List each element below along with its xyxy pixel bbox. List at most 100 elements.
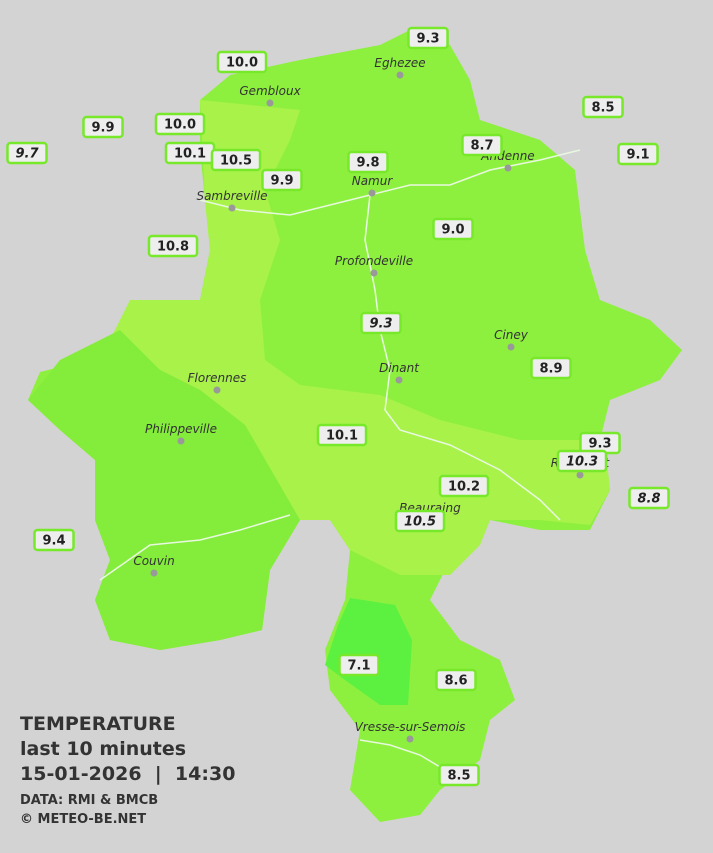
station-label: 9.1 bbox=[626, 148, 649, 163]
station-box bbox=[432, 217, 474, 241]
city-dot bbox=[213, 386, 221, 394]
station-box bbox=[216, 50, 268, 74]
legend: TEMPERATURE last 10 minutes 15-01-2026 |… bbox=[20, 713, 235, 827]
warm-zone bbox=[110, 100, 610, 575]
station: 8.5 bbox=[582, 95, 624, 119]
station-label: 10.5 bbox=[220, 154, 252, 169]
city-label: Sambreville bbox=[196, 189, 267, 203]
station-label: 10.8 bbox=[157, 240, 189, 255]
station-label: 9.8 bbox=[356, 156, 379, 171]
station-box bbox=[261, 168, 303, 192]
station-box bbox=[407, 26, 449, 50]
city-label: Gembloux bbox=[239, 84, 301, 98]
legend-datetime: 15-01-2026 | 14:30 bbox=[20, 763, 235, 785]
city-dot bbox=[177, 437, 185, 445]
station-box bbox=[530, 356, 572, 380]
station: 10.0 bbox=[216, 50, 268, 74]
station-box bbox=[394, 509, 446, 533]
station: 9.9 bbox=[261, 168, 303, 192]
station: 8.5 bbox=[438, 763, 480, 787]
station-label: 8.5 bbox=[447, 769, 470, 784]
station: 9.4 bbox=[33, 528, 75, 552]
station-label: 9.9 bbox=[270, 174, 293, 189]
station-box bbox=[154, 112, 206, 136]
station-label: 10.5 bbox=[404, 515, 436, 530]
station-label: 9.4 bbox=[42, 534, 65, 549]
station: 9.9 bbox=[82, 115, 124, 139]
station: 10.1 bbox=[316, 423, 368, 447]
station-label: 9.0 bbox=[441, 223, 464, 238]
cold-zone bbox=[325, 598, 412, 705]
station-label: 10.0 bbox=[226, 56, 258, 71]
station-label: 8.7 bbox=[470, 139, 493, 154]
city-label: Namur bbox=[352, 174, 394, 188]
city-dot bbox=[150, 569, 158, 577]
city-dot bbox=[368, 189, 376, 197]
station-box bbox=[628, 486, 670, 510]
city-label: Vresse-sur-Semois bbox=[355, 720, 466, 734]
station: 8.6 bbox=[435, 668, 477, 692]
city-label: Couvin bbox=[133, 554, 174, 568]
station-box bbox=[461, 133, 503, 157]
river bbox=[359, 739, 446, 771]
station-label: 9.7 bbox=[15, 147, 39, 162]
station-label: 7.1 bbox=[347, 659, 370, 674]
station-box bbox=[147, 234, 199, 258]
city-dot bbox=[395, 376, 403, 384]
station-label: 9.3 bbox=[416, 32, 439, 47]
city-label: Florennes bbox=[188, 371, 247, 385]
station-box bbox=[33, 528, 75, 552]
stations: 9.3 10.0 9.9 10.0 8.5 9.7 10.1 10.5 8.7 9.8 9.1 9.9… bbox=[6, 26, 670, 787]
station: 10.1 bbox=[164, 141, 216, 165]
station-label: 8.6 bbox=[444, 674, 467, 689]
station-label: 8.5 bbox=[591, 101, 614, 116]
cool-zone bbox=[28, 330, 300, 650]
river bbox=[199, 149, 581, 216]
city-dot bbox=[266, 99, 274, 107]
station: 9.0 bbox=[432, 217, 474, 241]
station: 7.1 bbox=[338, 653, 380, 677]
station-box bbox=[582, 95, 624, 119]
station: 10.0 bbox=[154, 112, 206, 136]
station: 9.8 bbox=[347, 150, 389, 174]
city-label: Philippeville bbox=[145, 422, 217, 436]
station-label: 10.0 bbox=[164, 118, 196, 133]
legend-source: DATA: RMI & BMCB bbox=[20, 793, 158, 808]
station-box bbox=[617, 142, 659, 166]
station-label: 10.1 bbox=[174, 147, 206, 162]
station-box bbox=[360, 311, 402, 335]
station-label: 10.3 bbox=[566, 455, 598, 470]
legend-title: TEMPERATURE bbox=[20, 713, 176, 735]
station: 8.7 bbox=[461, 133, 503, 157]
legend-credit: © METEO-BE.NET bbox=[20, 812, 146, 827]
city-dot bbox=[507, 343, 515, 351]
station-box bbox=[556, 449, 608, 473]
city-dot bbox=[228, 204, 236, 212]
station: 9.1 bbox=[617, 142, 659, 166]
station-box bbox=[210, 148, 262, 172]
station-box bbox=[438, 474, 490, 498]
city-label: Ciney bbox=[494, 328, 529, 342]
city-dot bbox=[370, 269, 378, 277]
city-dot bbox=[406, 735, 414, 743]
station: 10.5 bbox=[394, 509, 446, 533]
station: 9.3 bbox=[360, 311, 402, 335]
city-label: Eghezee bbox=[374, 56, 425, 70]
station-label: 9.3 bbox=[369, 317, 392, 332]
station-box bbox=[347, 150, 389, 174]
station: 9.3 bbox=[407, 26, 449, 50]
station: 10.2 bbox=[438, 474, 490, 498]
station-box bbox=[438, 763, 480, 787]
station: 10.3 bbox=[556, 449, 608, 473]
station-label: 9.9 bbox=[91, 121, 114, 136]
city-label: Profondeville bbox=[335, 254, 413, 268]
station: 8.9 bbox=[530, 356, 572, 380]
station-box bbox=[316, 423, 368, 447]
station: 10.5 bbox=[210, 148, 262, 172]
legend-subtitle: last 10 minutes bbox=[20, 738, 186, 760]
station: 8.8 bbox=[628, 486, 670, 510]
station-box bbox=[338, 653, 380, 677]
station-label: 10.2 bbox=[448, 480, 480, 495]
river bbox=[99, 514, 291, 581]
